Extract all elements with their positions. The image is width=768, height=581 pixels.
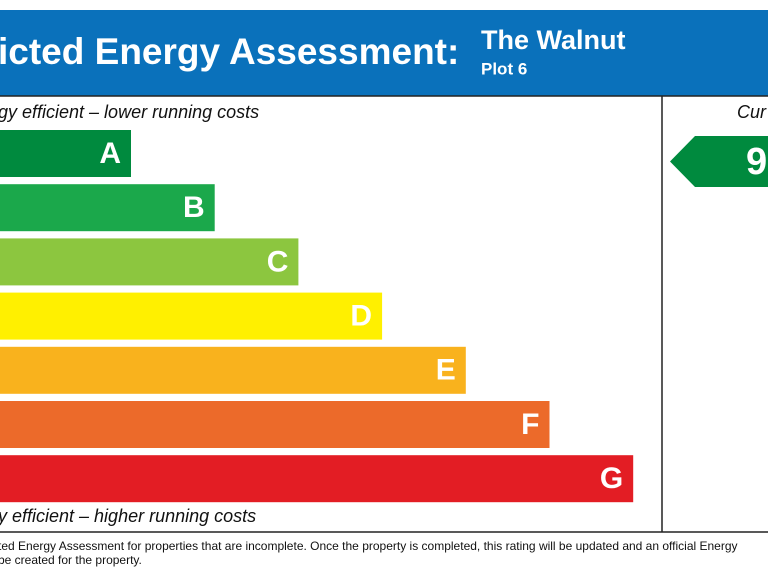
plot-number: Plot 6 bbox=[481, 59, 527, 78]
rating-band bbox=[0, 346, 466, 394]
rating-band bbox=[0, 238, 299, 286]
rating-band bbox=[0, 455, 634, 503]
band-letter: E bbox=[436, 354, 456, 387]
current-rating: 9 bbox=[746, 141, 767, 183]
current-heading: Cur bbox=[737, 102, 767, 122]
band-letter: G bbox=[600, 462, 623, 495]
band-letter: B bbox=[183, 191, 205, 224]
current-arrow bbox=[670, 136, 768, 187]
band-letter: F bbox=[521, 408, 539, 441]
rating-band bbox=[0, 401, 550, 448]
band-letter: C bbox=[267, 245, 289, 278]
header-bar bbox=[0, 10, 768, 96]
rating-band bbox=[0, 130, 131, 177]
property-name: The Walnut bbox=[481, 25, 625, 55]
header-title: icted Energy Assessment: bbox=[0, 31, 459, 72]
footer-line: ted Energy Assessment for properties tha… bbox=[0, 539, 738, 553]
rating-band bbox=[0, 292, 383, 340]
rating-band bbox=[0, 184, 215, 232]
footer-line: be created for the property. bbox=[0, 553, 142, 567]
top-note: gy efficient – lower running costs bbox=[0, 102, 259, 122]
bottom-note: y efficient – higher running costs bbox=[0, 506, 256, 526]
band-letter: A bbox=[99, 137, 121, 170]
band-letter: D bbox=[350, 300, 372, 333]
